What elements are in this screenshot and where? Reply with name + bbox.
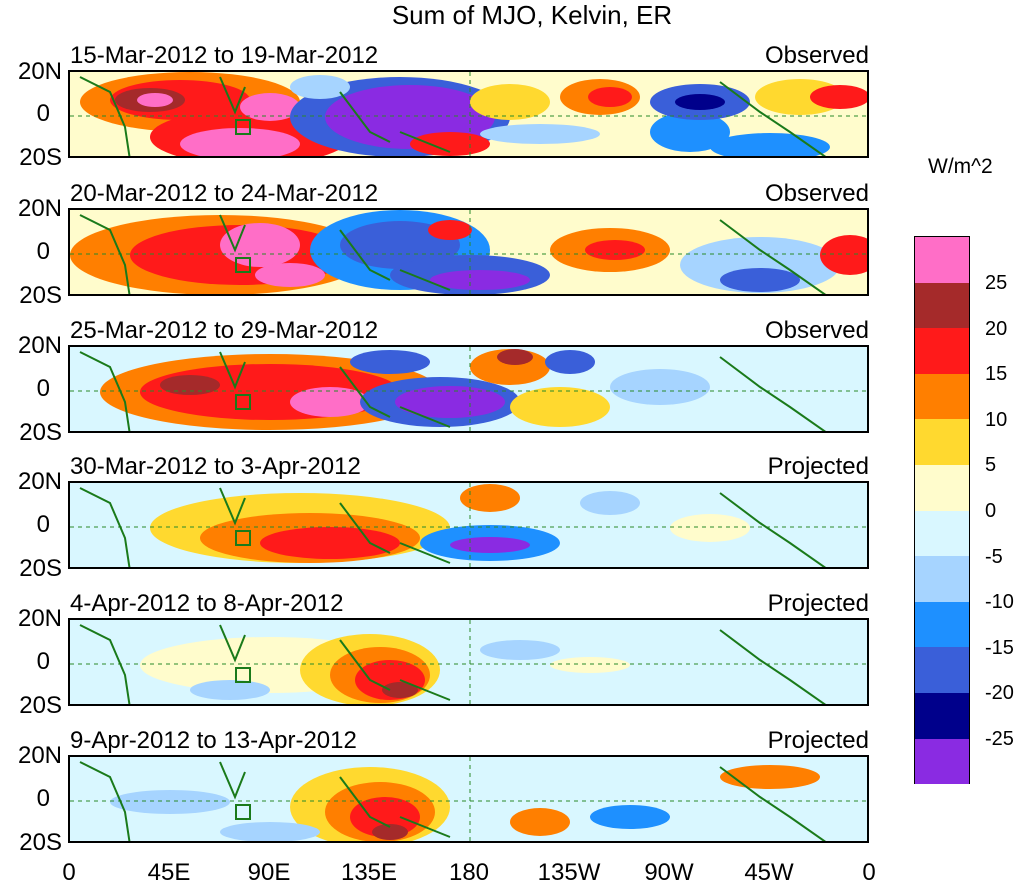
anomaly-field <box>70 210 869 296</box>
lon-label: 45E <box>148 860 191 886</box>
colorbar-swatch <box>915 556 969 602</box>
colorbar-label: 5 <box>985 454 996 476</box>
colorbar-label: -25 <box>985 728 1014 750</box>
colorbar-swatch <box>915 465 969 511</box>
map-panel-6: 9-Apr-2012 to 13-Apr-2012 Projected <box>68 755 869 843</box>
panel-status: Projected <box>768 591 869 617</box>
anomaly-field <box>70 620 869 706</box>
colorbar-label: -15 <box>985 637 1014 659</box>
colorbar-swatch <box>915 511 969 557</box>
lon-label: 90W <box>644 860 693 886</box>
lon-label: 0 <box>62 860 75 886</box>
anomaly-map <box>68 208 869 296</box>
lat-label: 20S <box>2 557 62 581</box>
lat-label: 20N <box>2 744 62 768</box>
lat-label: 0 <box>0 513 50 537</box>
anomaly-field <box>70 483 869 569</box>
lat-label: 20N <box>2 197 62 221</box>
panel-status: Observed <box>765 181 869 207</box>
panel-status: Observed <box>765 43 869 69</box>
lat-label: 0 <box>0 650 50 674</box>
colorbar-label: 20 <box>985 318 1007 340</box>
colorbar-swatch <box>915 419 969 465</box>
lon-label: 180 <box>449 860 489 886</box>
anomaly-map <box>68 618 869 706</box>
panel-date-range: 9-Apr-2012 to 13-Apr-2012 <box>70 728 357 754</box>
colorbar-swatch <box>915 602 969 648</box>
anomaly-field <box>70 757 869 843</box>
panel-date-range: 15-Mar-2012 to 19-Mar-2012 <box>70 43 378 69</box>
panel-status: Projected <box>768 728 869 754</box>
panel-date-range: 20-Mar-2012 to 24-Mar-2012 <box>70 181 378 207</box>
colorbar-swatch <box>915 237 969 283</box>
panel-date-range: 4-Apr-2012 to 8-Apr-2012 <box>70 591 344 617</box>
lat-label: 20S <box>2 421 62 445</box>
lat-label: 20S <box>2 284 62 308</box>
anomaly-map <box>68 755 869 843</box>
colorbar-label: 10 <box>985 409 1007 431</box>
lat-label: 20S <box>2 831 62 855</box>
colorbar-swatch <box>915 328 969 374</box>
colorbar-label: 25 <box>985 272 1007 294</box>
lat-label: 0 <box>0 240 50 264</box>
colorbar-swatch <box>915 647 969 693</box>
lat-label: 0 <box>0 377 50 401</box>
colorbar-swatch <box>915 693 969 739</box>
lat-label: 20S <box>2 694 62 718</box>
anomaly-map <box>68 70 869 158</box>
colorbar <box>914 236 970 784</box>
lat-label: 0 <box>0 787 50 811</box>
colorbar-label: 15 <box>985 363 1007 385</box>
colorbar-swatch <box>915 283 969 329</box>
colorbar-swatch <box>915 739 969 785</box>
lat-label: 20N <box>2 334 62 358</box>
anomaly-map <box>68 345 869 433</box>
lat-label: 20N <box>2 60 62 84</box>
panel-status: Projected <box>768 454 869 480</box>
panel-date-range: 30-Mar-2012 to 3-Apr-2012 <box>70 454 361 480</box>
colorbar-units: W/m^2 <box>928 155 993 179</box>
lat-label: 0 <box>0 102 50 126</box>
lon-label: 135E <box>341 860 397 886</box>
colorbar-label: -10 <box>985 591 1014 613</box>
anomaly-field <box>70 347 869 433</box>
lon-label: 45W <box>744 860 793 886</box>
colorbar-swatch <box>915 374 969 420</box>
lon-label: 135W <box>538 860 601 886</box>
anomaly-field <box>70 72 869 158</box>
panel-date-range: 25-Mar-2012 to 29-Mar-2012 <box>70 318 378 344</box>
map-panel-5: 4-Apr-2012 to 8-Apr-2012 Projected <box>68 618 869 706</box>
panel-status: Observed <box>765 318 869 344</box>
lon-label: 90E <box>248 860 291 886</box>
lat-label: 20S <box>2 146 62 170</box>
lon-label: 0 <box>862 860 875 886</box>
colorbar-label: -20 <box>985 682 1014 704</box>
lat-label: 20N <box>2 470 62 494</box>
map-panel-3: 25-Mar-2012 to 29-Mar-2012 Observed <box>68 345 869 433</box>
lat-label: 20N <box>2 607 62 631</box>
colorbar-label: -5 <box>985 546 1003 568</box>
colorbar-label: 0 <box>985 500 996 522</box>
map-panel-1: 15-Mar-2012 to 19-Mar-2012 Observed <box>68 70 869 158</box>
map-panel-4: 30-Mar-2012 to 3-Apr-2012 Projected <box>68 481 869 569</box>
map-panel-2: 20-Mar-2012 to 24-Mar-2012 Observed <box>68 208 869 296</box>
anomaly-map <box>68 481 869 569</box>
figure-title: Sum of MJO, Kelvin, ER <box>0 0 1021 30</box>
